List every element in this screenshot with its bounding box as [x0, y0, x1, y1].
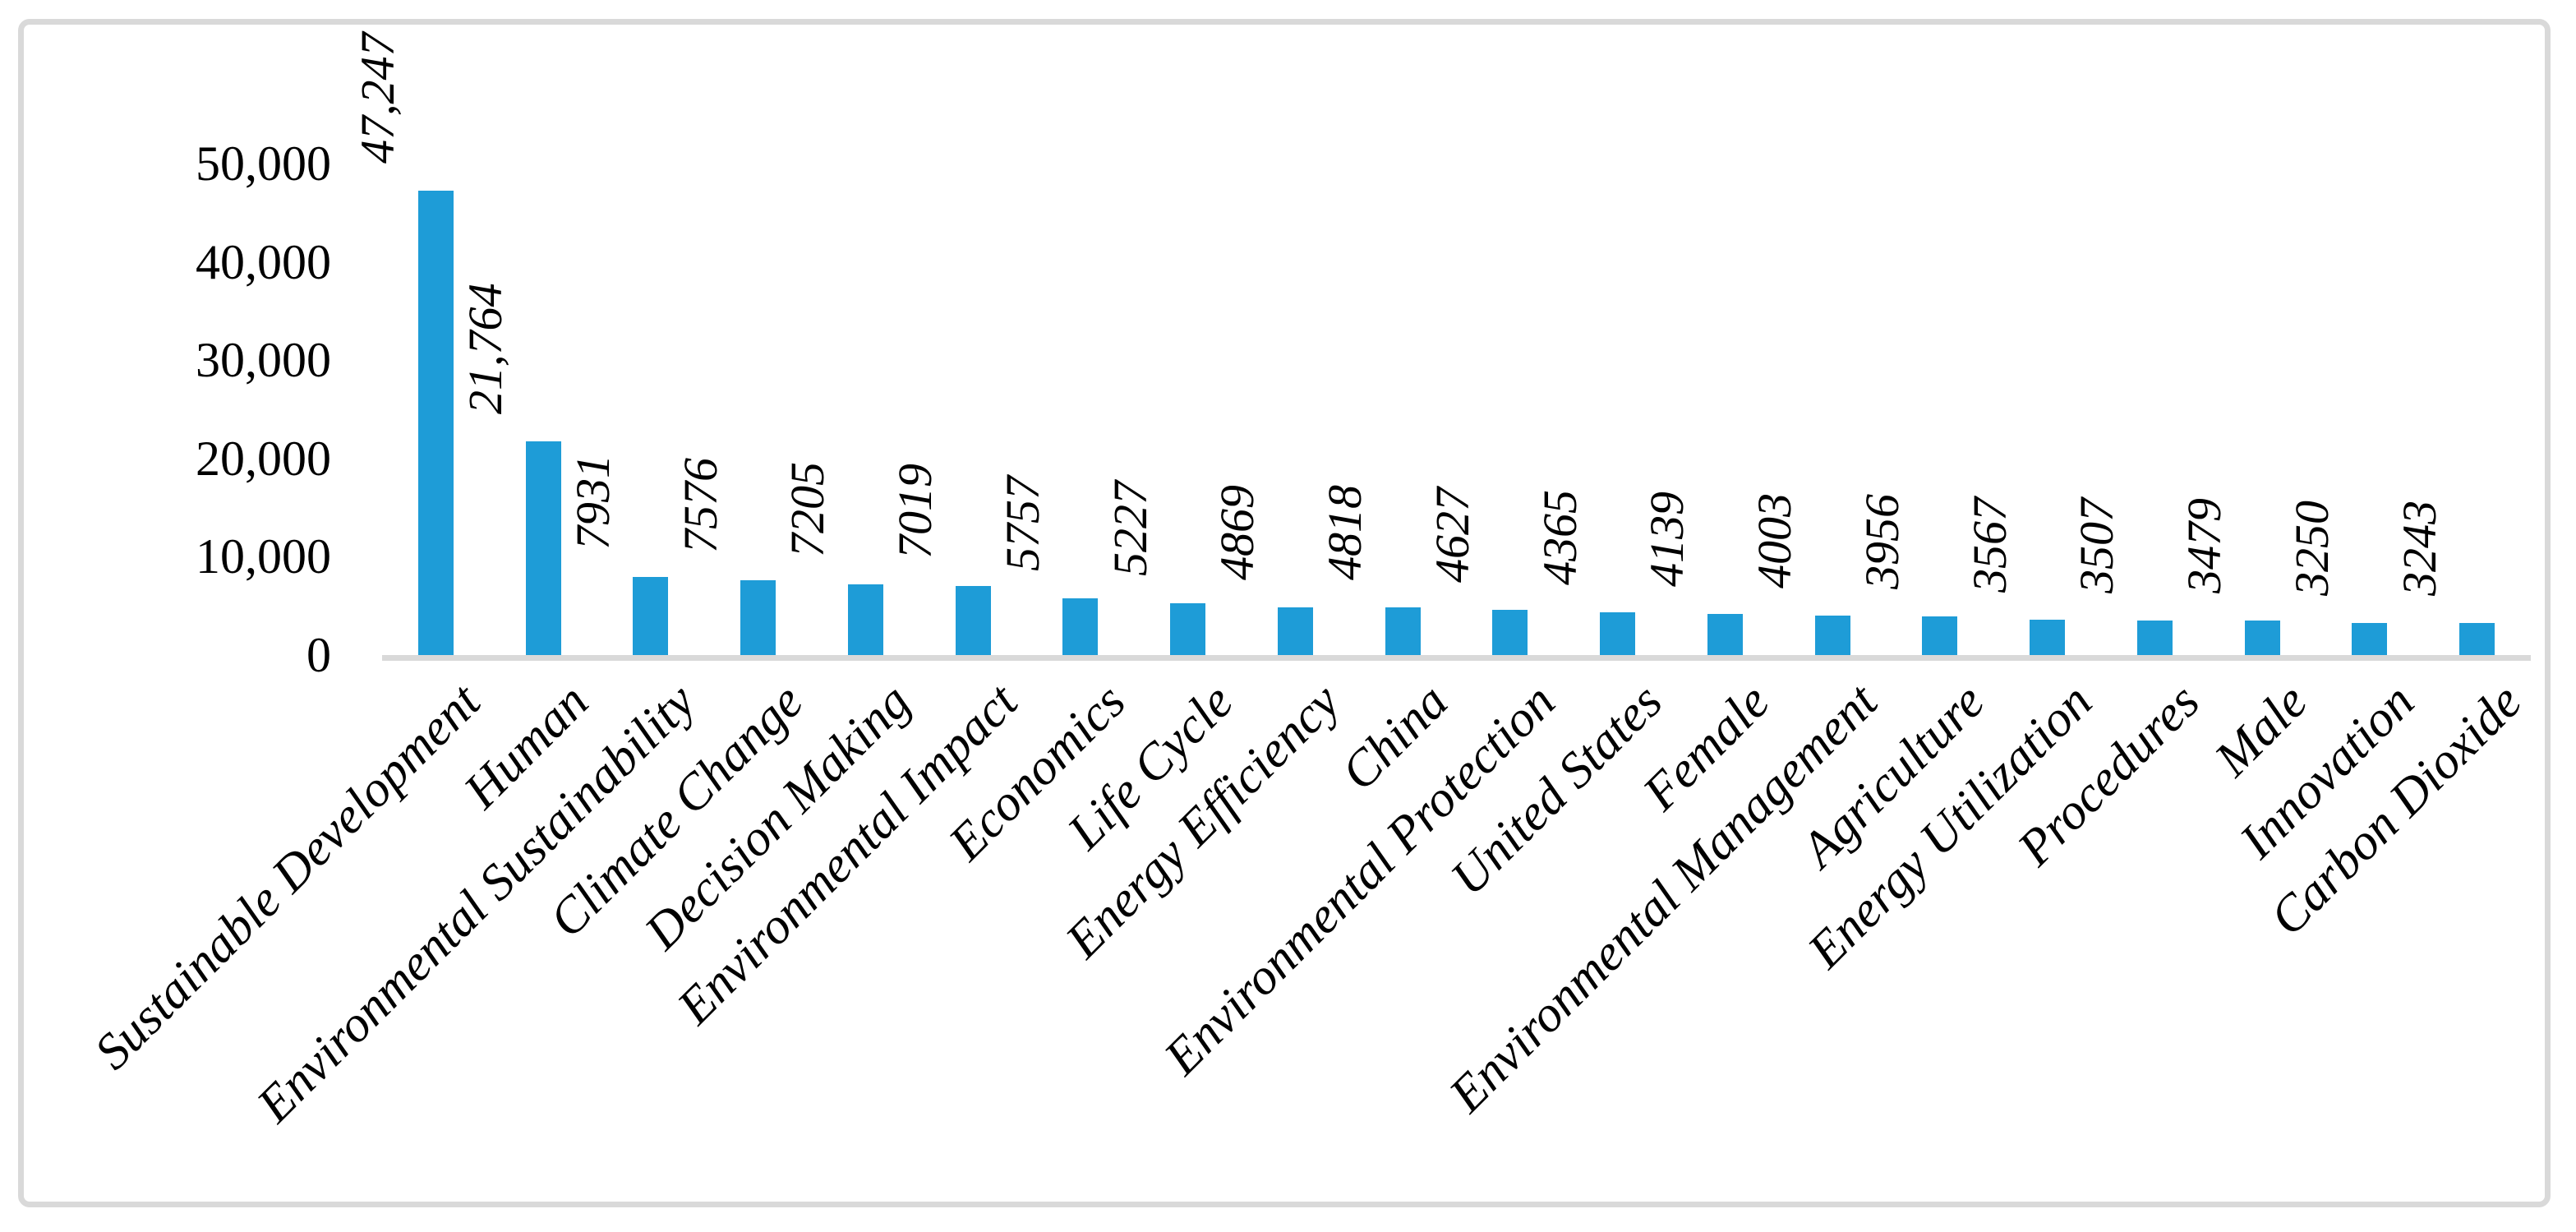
bar-value-label: 3243: [2392, 501, 2446, 597]
bar: [2030, 620, 2066, 655]
y-axis-tick-label: 10,000: [196, 529, 331, 584]
bar: [1707, 614, 1743, 655]
bar: [1277, 607, 1313, 655]
y-axis-tick-label: 50,000: [196, 136, 331, 191]
bar: [1814, 616, 1850, 655]
x-axis-line: [382, 655, 2531, 661]
bar-value-label: 4818: [1318, 485, 1372, 581]
bar: [1600, 611, 1636, 655]
bar-value-label: 7576: [673, 458, 727, 554]
bar-value-label: 3250: [2284, 501, 2339, 597]
bar: [1062, 598, 1099, 655]
bar-value-label: 4003: [1748, 493, 1802, 589]
bar: [2244, 621, 2280, 655]
bar: [955, 586, 991, 655]
bar: [2352, 623, 2388, 655]
bar: [417, 190, 454, 655]
bar-value-label: 5227: [1103, 481, 1157, 577]
bar: [2459, 623, 2495, 655]
bar: [1170, 603, 1206, 655]
bar: [740, 580, 776, 655]
bar-value-label: 4627: [1425, 487, 1479, 583]
bar-value-label: 4139: [1640, 491, 1694, 588]
bar-value-label: 3956: [1855, 493, 1909, 589]
bar: [525, 441, 561, 655]
bar-value-label: 7931: [565, 455, 620, 551]
bar-value-label: 7019: [888, 464, 942, 560]
bar-value-label: 21,764: [459, 283, 513, 414]
y-axis-tick-label: 40,000: [196, 234, 331, 289]
bar: [1492, 609, 1528, 655]
bar: [1385, 607, 1421, 655]
bar-value-label: 47,247: [351, 32, 405, 164]
bar-value-label: 3567: [1962, 497, 2016, 593]
bar: [2136, 621, 2173, 655]
bar-value-label: 3507: [2070, 498, 2124, 594]
y-axis-tick-label: 20,000: [196, 431, 331, 486]
bar: [633, 577, 669, 655]
bar-value-label: 3479: [2177, 498, 2232, 594]
bar-value-label: 4869: [1210, 484, 1265, 580]
bar: [847, 584, 883, 655]
bar-value-label: 5757: [995, 476, 1049, 572]
bar-value-label: 7205: [781, 461, 835, 557]
bar-value-label: 4365: [1532, 489, 1587, 585]
y-axis-tick-label: 0: [306, 628, 331, 682]
bar: [1922, 616, 1958, 655]
y-axis-tick-label: 30,000: [196, 333, 331, 388]
